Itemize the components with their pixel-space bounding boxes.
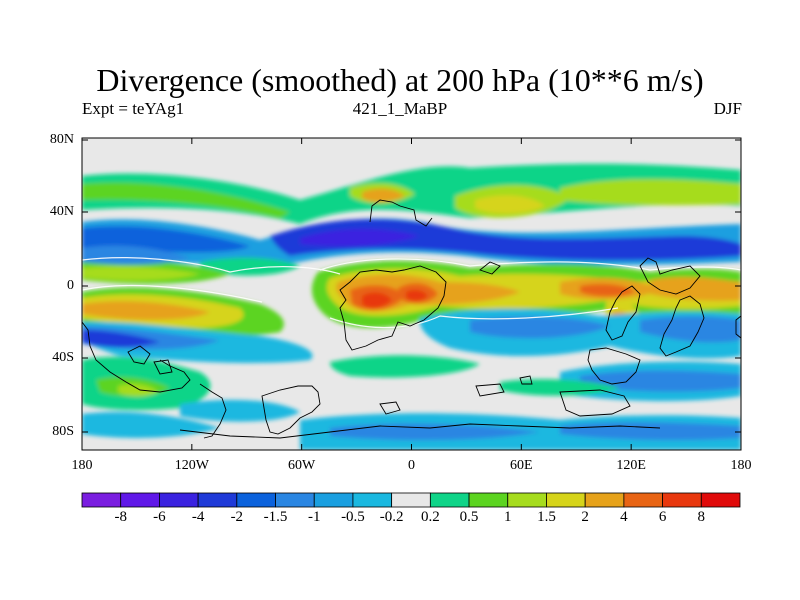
- colorbar-swatch: [81, 492, 122, 508]
- colorbar-label: -8: [114, 509, 127, 525]
- x-tick-label: 120W: [174, 458, 209, 473]
- x-tick-label: 180: [71, 458, 93, 473]
- colorbar-swatch: [700, 492, 741, 508]
- x-tick-label: 180: [730, 458, 752, 473]
- coastlines: [82, 199, 741, 439]
- colorbar-label: 4: [620, 509, 628, 525]
- colorbar-label: 0.2: [420, 509, 440, 525]
- axis-ticks: [81, 138, 742, 450]
- colorbar-label: -0.5: [341, 509, 365, 525]
- colorbar-swatch: [120, 492, 160, 508]
- y-tick-label: 40N: [49, 204, 74, 219]
- colorbar-swatch: [313, 492, 354, 508]
- colorbar-label: -6: [153, 509, 166, 525]
- experiment-label: Expt = teYAg1: [82, 99, 185, 118]
- colorbar-label: 8: [697, 509, 706, 525]
- colorbar-swatch: [507, 492, 547, 508]
- colorbar-swatch: [275, 492, 315, 508]
- colorbar-label: 2: [581, 509, 589, 525]
- colorbar-label: -1: [307, 509, 321, 525]
- chart-title: Divergence (smoothed) at 200 hPa (10**6 …: [96, 62, 704, 98]
- colorbar-swatch: [662, 492, 702, 508]
- colorbar-swatch: [468, 492, 509, 508]
- colorbar: [81, 492, 741, 508]
- colorbar-label: 0.5: [459, 509, 479, 525]
- colorbar-swatch: [391, 492, 431, 508]
- colorbar-swatch: [197, 492, 238, 508]
- x-tick-label: 60E: [510, 458, 533, 473]
- colorbar-label: -2: [230, 509, 244, 525]
- colorbar-label: -4: [191, 509, 205, 525]
- y-tick-label: 80N: [49, 132, 74, 147]
- colorbar-swatch: [429, 492, 470, 508]
- colorbar-label: -1.5: [263, 509, 288, 525]
- colorbar-label: -0.2: [379, 509, 404, 525]
- colorbar-label: 1.5: [537, 509, 556, 525]
- y-tick-label: 40S: [52, 350, 74, 365]
- colorbar-swatch: [584, 492, 625, 508]
- colorbar-swatch: [623, 492, 663, 508]
- colorbar-swatch: [352, 492, 393, 508]
- colorbar-label: 1: [504, 509, 512, 525]
- colorbar-swatch: [546, 492, 586, 508]
- x-tick-label: 60W: [288, 458, 316, 473]
- season-label: DJF: [713, 99, 742, 118]
- case-label: 421_1_MaBP: [352, 99, 448, 118]
- colorbar-swatch: [159, 492, 199, 508]
- y-tick-label: 0: [67, 278, 74, 293]
- colorbar-swatch: [236, 492, 276, 508]
- colorbar-label: 6: [658, 509, 667, 525]
- x-tick-label: 0: [408, 458, 415, 473]
- x-tick-label: 120E: [616, 458, 646, 473]
- y-tick-label: 80S: [52, 424, 74, 439]
